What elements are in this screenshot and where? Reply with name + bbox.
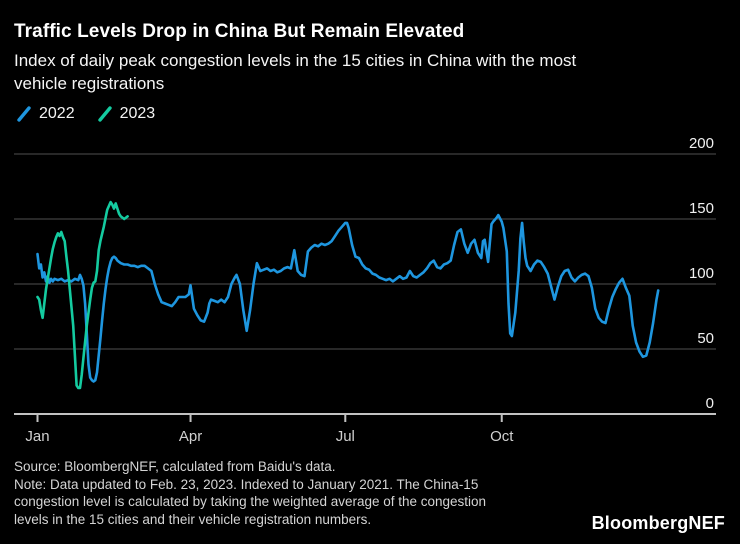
- bloombergnef-logo: BloombergNEF: [591, 513, 725, 533]
- series-2023-line: [36, 200, 129, 390]
- legend-item-2023: 2023: [96, 105, 156, 123]
- footer-note-line-1: Note: Data updated to Feb. 23, 2023. Ind…: [14, 476, 479, 492]
- footer-note-line-2: congestion level is calculated by taking…: [14, 494, 487, 510]
- legend-label-2023: 2023: [119, 105, 156, 122]
- footer-note-line-3: levels in the 15 cities and their vehicl…: [14, 511, 372, 527]
- slash-icon-2023: [97, 106, 112, 122]
- footer: Source: BloombergNEF, calculated from Ba…: [14, 458, 486, 528]
- subtitle-line-1: Index of daily peak congestion levels in…: [14, 51, 577, 70]
- month-label-Jul: Jul: [336, 428, 355, 445]
- month-label-Apr: Apr: [179, 428, 202, 445]
- page-subtitle: Index of daily peak congestion levels in…: [14, 49, 576, 95]
- y-axis-label-200: 200: [689, 135, 714, 152]
- y-axis-label-150: 150: [689, 200, 714, 217]
- series-2022-line: [36, 213, 660, 383]
- month-label-Oct: Oct: [490, 428, 514, 445]
- subtitle-line-2: vehicle registrations: [14, 74, 165, 93]
- y-axis-label-50: 50: [697, 330, 714, 347]
- month-label-Jan: Jan: [25, 428, 49, 445]
- footer-source-line: Source: BloombergNEF, calculated from Ba…: [14, 459, 336, 474]
- page-title: Traffic Levels Drop in China But Remain …: [14, 21, 465, 42]
- congestion-chart: 0 50 100 150 200 Jan Apr Jul Oct: [14, 135, 716, 445]
- y-axis-label-0: 0: [706, 395, 714, 412]
- chart-area: 0 50 100 150 200 Jan Apr Jul Oct: [0, 130, 740, 450]
- slash-icon-2022: [17, 106, 31, 122]
- y-axis-label-100: 100: [689, 265, 714, 282]
- legend: 2022 2023: [15, 105, 155, 123]
- legend-label-2022: 2022: [39, 105, 75, 122]
- legend-item-2022: 2022: [15, 105, 75, 123]
